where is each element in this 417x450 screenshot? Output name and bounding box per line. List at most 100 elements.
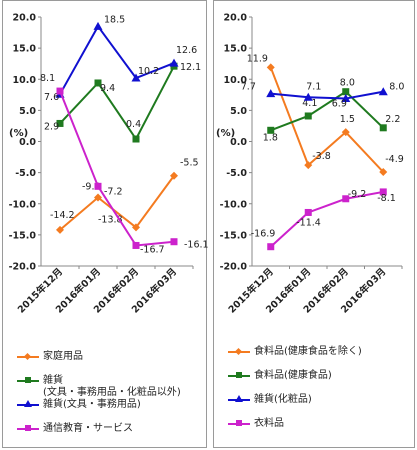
series-1-data-label: -5.5 — [180, 158, 199, 169]
legend-label-line: 雑貨 — [43, 375, 63, 386]
series-2-point — [132, 135, 140, 143]
series-3-data-label: 10.2 — [138, 66, 159, 77]
series-1-point — [341, 128, 350, 137]
series-2-data-label: 8.0 — [340, 78, 355, 89]
legend-item: 衣料品 — [228, 418, 284, 430]
y-tick-label: 5.0 — [230, 106, 247, 117]
legend-swatch — [228, 418, 250, 428]
series-3-data-label: 8.0 — [389, 82, 404, 93]
series-1-point — [132, 223, 140, 232]
series-1-point — [304, 161, 313, 170]
legend-label: 雑貨(文具・事務用品) — [43, 399, 141, 410]
y-tick-label: -15.0 — [220, 230, 248, 241]
legend-swatch — [17, 423, 39, 433]
series-2-data-label: 12.1 — [180, 62, 201, 73]
series-4-data-label: -7.2 — [104, 186, 123, 197]
series-3-point — [303, 92, 313, 101]
y-axis-title: (%) — [216, 128, 235, 139]
series-4-point — [342, 195, 350, 203]
y-tick-label: 0.0 — [19, 137, 36, 148]
series-3-point — [131, 73, 141, 82]
legend-item: 家庭用品 — [17, 351, 83, 363]
series-2-point — [56, 119, 64, 127]
legend-item: 食料品(健康食品) — [228, 370, 332, 382]
series-3-point — [341, 94, 351, 103]
series-4-data-label: -16.7 — [140, 244, 165, 255]
y-tick-label: 15.0 — [13, 44, 37, 55]
y-tick-label: -20.0 — [220, 262, 248, 273]
legend-item: 雑貨 (文具・事務用品・化粧品以外) — [17, 375, 181, 399]
legend-item: 雑貨(化粧品) — [228, 394, 312, 406]
legend-item: 食料品(健康食品を除く) — [228, 346, 362, 358]
series-4-point — [170, 238, 178, 246]
series-3-data-label: 12.6 — [176, 45, 197, 56]
series-1-data-label: -13.8 — [98, 214, 123, 225]
series-3-data-label: 7.7 — [241, 82, 256, 93]
series-3-point — [169, 58, 179, 67]
legend-label: 雑貨(化粧品) — [254, 394, 312, 405]
series-4-data-label: -9.2 — [348, 189, 367, 200]
series-1-data-label: -3.8 — [312, 151, 331, 162]
series-2-point — [267, 126, 275, 134]
legend-swatch — [17, 399, 39, 409]
y-axis-title: (%) — [9, 128, 28, 139]
series-3-point — [266, 89, 276, 98]
series-4-line — [270, 190, 384, 248]
series-4-point — [94, 182, 102, 190]
series-2-point — [304, 112, 312, 120]
legend-label: 通信教育・サービス — [43, 423, 133, 434]
series-2-data-label: 1.8 — [263, 132, 278, 143]
series-4-point — [379, 188, 387, 196]
series-4-point — [56, 87, 64, 95]
series-3-data-label: 7.6 — [44, 92, 59, 103]
series-2-line — [270, 90, 384, 132]
series-4-data-label: -16.1 — [184, 240, 208, 251]
series-3-line — [59, 24, 175, 95]
legend-label: 衣料品 — [254, 418, 284, 429]
series-3-point — [93, 21, 103, 30]
legend-swatch — [17, 375, 39, 385]
series-4-line — [59, 90, 175, 247]
series-3-data-label: 7.1 — [306, 81, 321, 92]
series-2-data-label: 2.2 — [385, 114, 400, 125]
y-tick-label: 20.0 — [13, 13, 37, 24]
series-2-line — [59, 65, 175, 141]
y-tick-label: 5.0 — [19, 106, 36, 117]
y-tick-label: -10.0 — [220, 199, 248, 210]
series-3-line — [270, 90, 384, 100]
series-2-data-label: 9.4 — [100, 83, 115, 94]
series-1-data-label: 11.9 — [247, 53, 268, 64]
series-1-line — [269, 67, 384, 173]
series-4-data-label: -11.4 — [296, 217, 321, 228]
right-line-chart: 20.0 15.0 10.0 5.0 0.0 -5.0 -10.0 -15.0 -20.0 (%)… — [216, 13, 404, 316]
series-2-point — [94, 79, 102, 87]
series-2-point — [342, 88, 350, 96]
y-tick-label: -20.0 — [9, 262, 37, 273]
legend-swatch — [228, 370, 250, 380]
series-1-point — [56, 225, 64, 234]
series-1-data-label: -4.9 — [385, 154, 404, 165]
left-chart-panel: 20.0 15.0 10.0 5.0 0.0 -5.0 -10.0 -15.0 -20.0 (%)… — [2, 0, 208, 448]
legend-swatch — [228, 346, 250, 356]
legend-label: 家庭用品 — [43, 351, 83, 362]
y-tick-label: 10.0 — [13, 75, 37, 86]
series-2-data-label: 4.1 — [302, 98, 317, 109]
series-1-point — [379, 168, 388, 177]
y-tick-label: -15.0 — [9, 230, 37, 241]
legend-label: 食料品(健康食品) — [254, 370, 332, 381]
y-tick-label: 0.0 — [230, 137, 247, 148]
series-1-data-label: -14.2 — [50, 210, 75, 221]
series-4-data-label: -16.9 — [251, 229, 276, 240]
y-tick-label: -5.0 — [15, 168, 36, 179]
series-1-line — [59, 175, 175, 231]
series-4-point — [304, 208, 312, 216]
legend-label: 食料品(健康食品を除く) — [254, 346, 362, 357]
legend-label-line: (文具・事務用品・化粧品以外) — [43, 387, 181, 398]
series-1-point — [266, 63, 275, 72]
series-2-data-label: 0.4 — [126, 119, 141, 130]
series-3-data-label: 6.9 — [332, 99, 347, 110]
series-4-point — [267, 243, 275, 251]
y-tick-label: -5.0 — [226, 168, 247, 179]
series-1-data-label: -9.0 — [82, 182, 101, 193]
legend-item: 雑貨(文具・事務用品) — [17, 399, 141, 411]
